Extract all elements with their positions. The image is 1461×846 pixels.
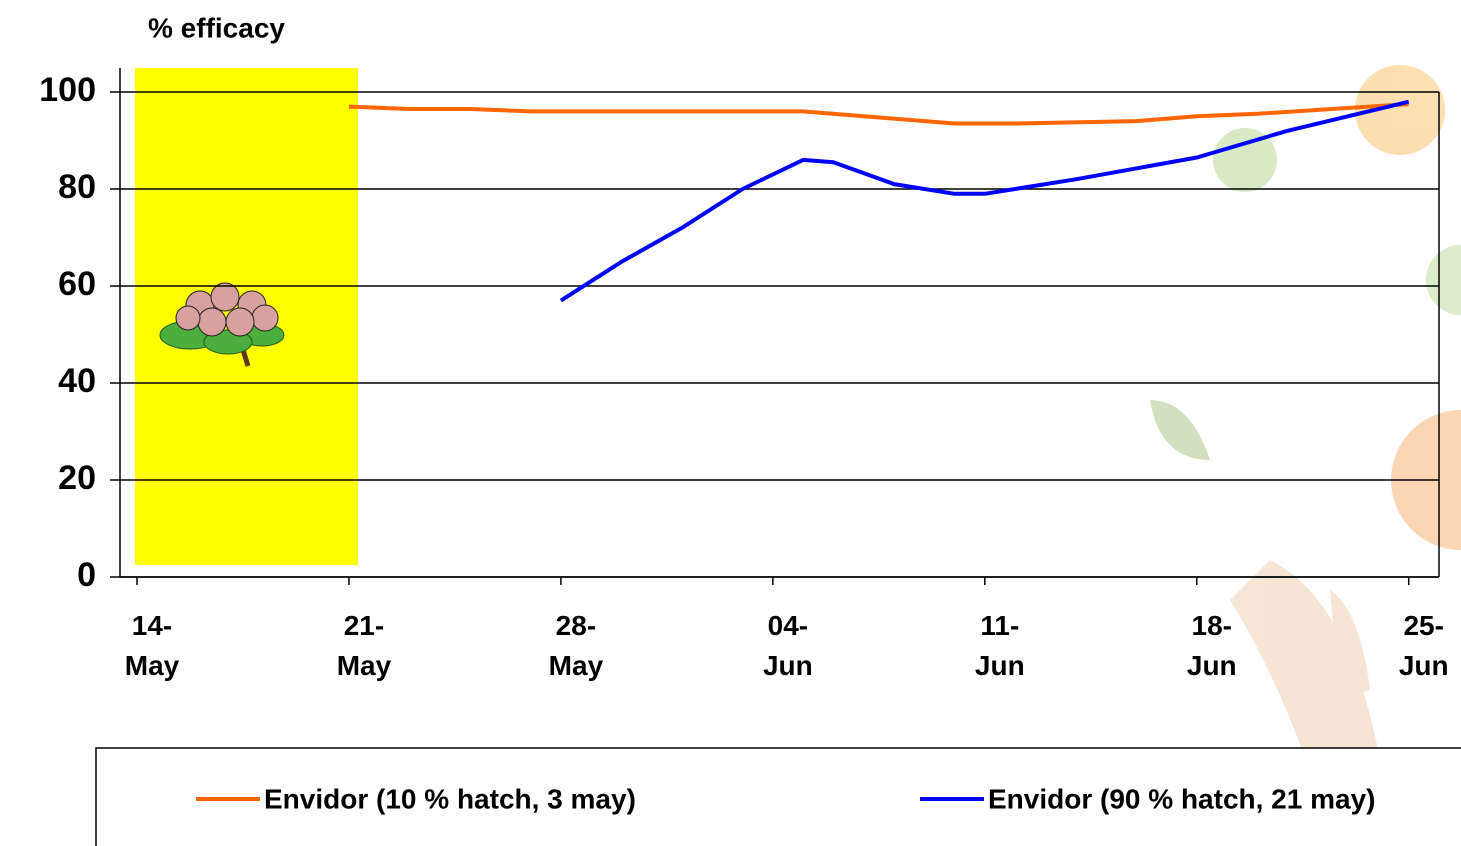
y-tick-label: 0: [77, 556, 96, 594]
x-tick-label: 14-May: [117, 606, 187, 686]
page: % efficacy 0 20 40 60 80 100 Envidor (10 % hat…: [0, 0, 1461, 846]
x-tick-label: 04-Jun: [753, 606, 823, 686]
y-tick-label: 40: [58, 362, 96, 400]
legend-label: Envidor (10 % hatch, 3 may): [264, 783, 636, 814]
background-decor: [1150, 65, 1461, 800]
y-tick-label: 20: [58, 459, 96, 497]
y-tick-label: 80: [58, 168, 96, 206]
legend-label: Envidor (90 % hatch, 21 may): [988, 783, 1375, 814]
chart: % efficacy 0 20 40 60 80 100 Envidor (10 % hat…: [0, 0, 1461, 846]
y-tick-label: 60: [58, 265, 96, 303]
series-line: [349, 104, 1409, 123]
x-tick-label: 18-Jun: [1177, 606, 1247, 686]
y-axis-label: % efficacy: [148, 12, 285, 43]
x-tick-label: 11-Jun: [965, 606, 1035, 686]
x-tick-label: 25-Jun: [1389, 606, 1459, 686]
x-tick-label: 28-May: [541, 606, 611, 686]
y-tick-label: 100: [39, 71, 96, 109]
series-line: [561, 102, 1409, 301]
x-tick-label: 21-May: [329, 606, 399, 686]
